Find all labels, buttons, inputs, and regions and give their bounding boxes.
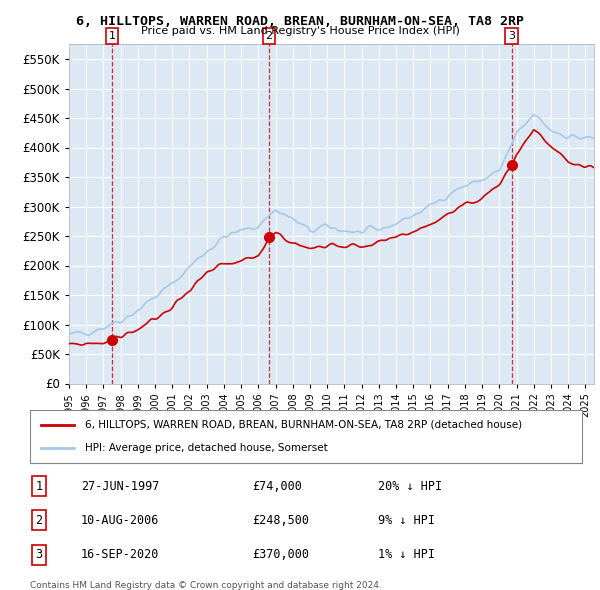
Text: 6, HILLTOPS, WARREN ROAD, BREAN, BURNHAM-ON-SEA, TA8 2RP (detached house): 6, HILLTOPS, WARREN ROAD, BREAN, BURNHAM… [85,420,523,430]
Text: 3: 3 [508,31,515,41]
Text: 9% ↓ HPI: 9% ↓ HPI [378,514,435,527]
Text: 2: 2 [35,514,43,527]
Text: 1% ↓ HPI: 1% ↓ HPI [378,548,435,561]
Text: £74,000: £74,000 [252,480,302,493]
Text: Price paid vs. HM Land Registry's House Price Index (HPI): Price paid vs. HM Land Registry's House … [140,26,460,36]
Text: 27-JUN-1997: 27-JUN-1997 [81,480,160,493]
Text: 16-SEP-2020: 16-SEP-2020 [81,548,160,561]
Text: 6, HILLTOPS, WARREN ROAD, BREAN, BURNHAM-ON-SEA, TA8 2RP: 6, HILLTOPS, WARREN ROAD, BREAN, BURNHAM… [76,15,524,28]
Text: HPI: Average price, detached house, Somerset: HPI: Average price, detached house, Some… [85,443,328,453]
Text: Contains HM Land Registry data © Crown copyright and database right 2024.: Contains HM Land Registry data © Crown c… [30,581,382,589]
Text: 1: 1 [35,480,43,493]
Text: 2: 2 [265,31,272,41]
Text: 20% ↓ HPI: 20% ↓ HPI [378,480,442,493]
Text: 3: 3 [35,548,43,561]
Text: 1: 1 [109,31,115,41]
Text: £248,500: £248,500 [252,514,309,527]
Text: £370,000: £370,000 [252,548,309,561]
Text: 10-AUG-2006: 10-AUG-2006 [81,514,160,527]
